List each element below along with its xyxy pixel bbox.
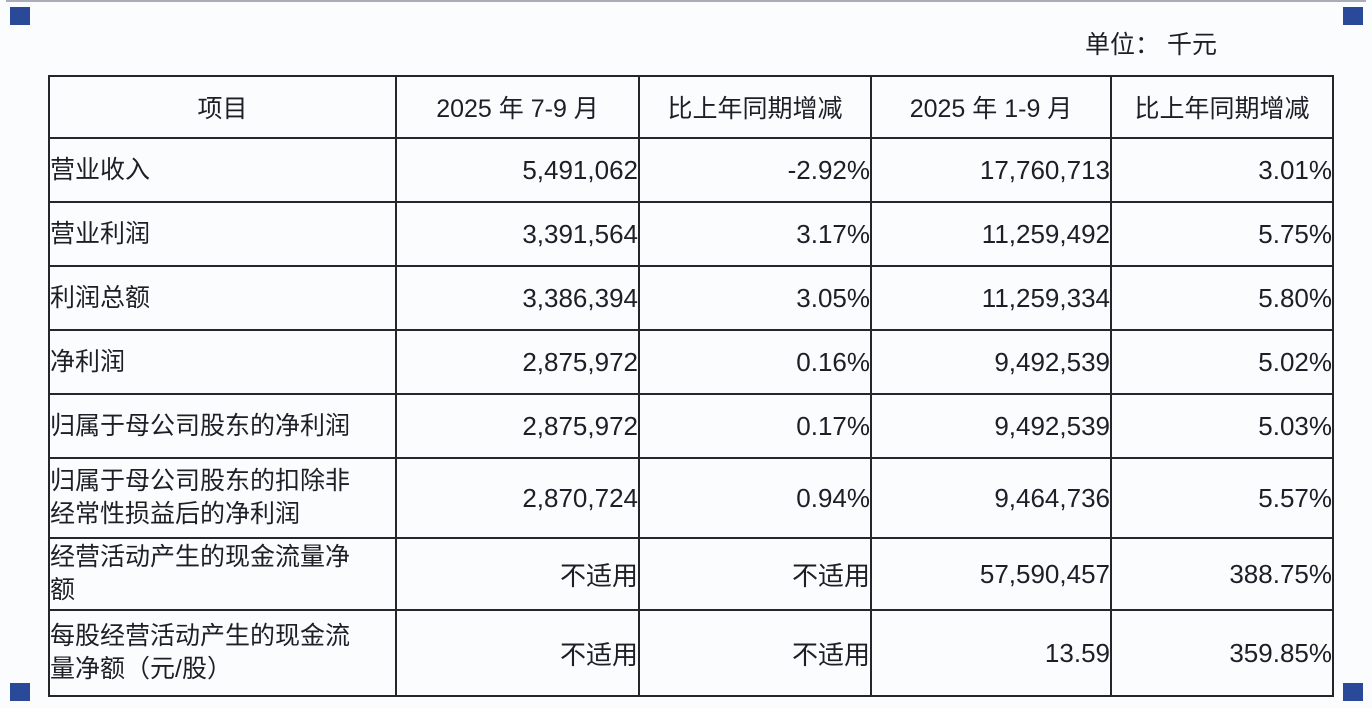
row-ytd-value: 9,492,539 <box>870 329 1112 395</box>
row-ytd-value: 17,760,713 <box>870 137 1112 203</box>
row-ytd-value: 9,492,539 <box>870 393 1112 459</box>
row-item-label: 归属于母公司股东的净利润 <box>48 393 397 459</box>
row-ytd-value: 11,259,334 <box>870 265 1112 331</box>
row-q3-change: 不适用 <box>638 537 872 611</box>
row-ytd-change: 3.01% <box>1110 137 1334 203</box>
row-ytd-change: 5.02% <box>1110 329 1334 395</box>
table-row: 经营活动产生的现金流量净 额 不适用 不适用 57,590,457 388.75… <box>48 537 1334 611</box>
corner-marker-top-right <box>1343 7 1363 25</box>
row-item-label: 营业收入 <box>48 137 397 203</box>
row-item-label: 营业利润 <box>48 201 397 267</box>
row-item-label: 净利润 <box>48 329 397 395</box>
row-q3-change: 3.17% <box>638 201 872 267</box>
row-q3-change: 0.16% <box>638 329 872 395</box>
row-q3-value: 3,391,564 <box>395 201 640 267</box>
row-ytd-change: 359.85% <box>1110 609 1334 697</box>
row-ytd-value: 9,464,736 <box>870 457 1112 539</box>
corner-marker-top-left <box>10 7 30 25</box>
col-header-item: 项目 <box>48 75 397 139</box>
row-q3-value: 5,491,062 <box>395 137 640 203</box>
col-header-ytd-change: 比上年同期增减 <box>1110 75 1334 139</box>
row-item-label: 利润总额 <box>48 265 397 331</box>
row-q3-value: 不适用 <box>395 609 640 697</box>
corner-marker-bottom-right <box>1343 683 1363 701</box>
corner-marker-bottom-left <box>10 683 30 701</box>
financial-summary-table: 项目 2025 年 7-9 月 比上年同期增减 2025 年 1-9 月 比上年… <box>48 75 1334 697</box>
row-item-label: 归属于母公司股东的扣除非 经常性损益后的净利润 <box>48 457 397 539</box>
row-q3-change: 0.17% <box>638 393 872 459</box>
col-header-q3-change: 比上年同期增减 <box>638 75 872 139</box>
table-row: 净利润 2,875,972 0.16% 9,492,539 5.02% <box>48 329 1334 395</box>
row-q3-change: -2.92% <box>638 137 872 203</box>
table-row: 利润总额 3,386,394 3.05% 11,259,334 5.80% <box>48 265 1334 331</box>
table-row: 营业收入 5,491,062 -2.92% 17,760,713 3.01% <box>48 137 1334 203</box>
col-header-q3-period: 2025 年 7-9 月 <box>395 75 640 139</box>
row-q3-value: 2,875,972 <box>395 329 640 395</box>
row-ytd-change: 5.57% <box>1110 457 1334 539</box>
table-row: 归属于母公司股东的净利润 2,875,972 0.17% 9,492,539 5… <box>48 393 1334 459</box>
table-row: 每股经营活动产生的现金流 量净额（元/股） 不适用 不适用 13.59 359.… <box>48 609 1334 697</box>
row-ytd-change: 388.75% <box>1110 537 1334 611</box>
row-q3-value: 不适用 <box>395 537 640 611</box>
row-q3-change: 3.05% <box>638 265 872 331</box>
row-q3-change: 不适用 <box>638 609 872 697</box>
row-ytd-value: 57,590,457 <box>870 537 1112 611</box>
row-q3-value: 3,386,394 <box>395 265 640 331</box>
row-ytd-value: 13.59 <box>870 609 1112 697</box>
row-ytd-change: 5.80% <box>1110 265 1334 331</box>
row-q3-change: 0.94% <box>638 457 872 539</box>
row-q3-value: 2,875,972 <box>395 393 640 459</box>
unit-label: 单位： 千元 <box>1085 31 1217 59</box>
table-header-row: 项目 2025 年 7-9 月 比上年同期增减 2025 年 1-9 月 比上年… <box>48 75 1334 139</box>
row-ytd-change: 5.03% <box>1110 393 1334 459</box>
top-border-line <box>6 0 1366 2</box>
table-row: 营业利润 3,391,564 3.17% 11,259,492 5.75% <box>48 201 1334 267</box>
row-ytd-change: 5.75% <box>1110 201 1334 267</box>
table-row: 归属于母公司股东的扣除非 经常性损益后的净利润 2,870,724 0.94% … <box>48 457 1334 539</box>
row-item-label: 每股经营活动产生的现金流 量净额（元/股） <box>48 609 397 697</box>
col-header-ytd-period: 2025 年 1-9 月 <box>870 75 1112 139</box>
row-item-label: 经营活动产生的现金流量净 额 <box>48 537 397 611</box>
row-q3-value: 2,870,724 <box>395 457 640 539</box>
row-ytd-value: 11,259,492 <box>870 201 1112 267</box>
